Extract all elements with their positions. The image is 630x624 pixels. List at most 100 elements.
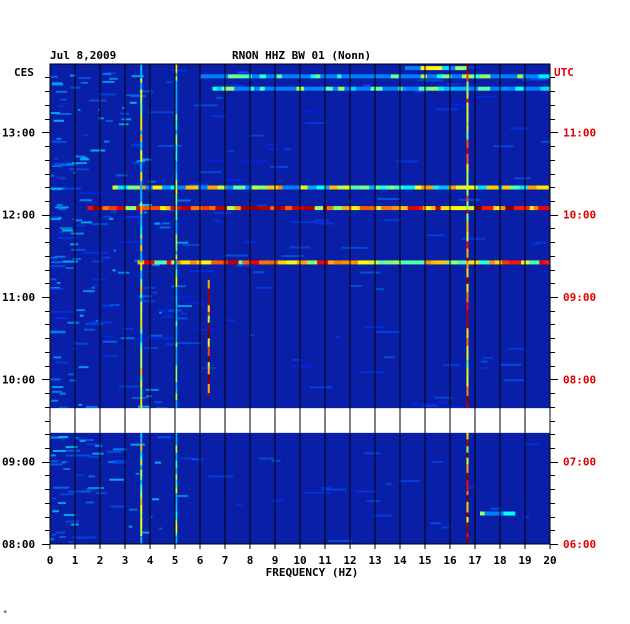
noise-streak [53,486,69,489]
noise-streak [226,319,236,322]
noise-streak [102,215,112,218]
event-band-segment [291,206,305,211]
noise-streak [157,309,174,312]
event-line-segment [466,301,469,311]
noise-streak [88,321,113,324]
event-line-segment [140,517,143,527]
event-line-segment [140,107,143,115]
noise-streak [255,286,273,289]
noise-streak [80,81,89,84]
noise-streak [72,257,81,260]
x-axis-title: FREQUENCY (HZ) [266,566,359,579]
noise-streak [159,226,171,229]
x-tick-label: 4 [147,554,154,567]
noise-streak [458,198,481,201]
event-line-segment [466,124,469,131]
event-line-segment [175,193,178,204]
noise-streak [140,158,152,161]
event-band-segment [299,74,312,79]
event-band-segment [502,86,509,91]
left-tick-label: 12:00 [2,209,35,222]
noise-streak [63,468,71,471]
event-band-segment [474,206,483,211]
event-band-segment [258,206,271,211]
event-line-segment [466,457,469,465]
event-line-segment [140,497,143,506]
noise-streak [76,224,87,227]
event-line-segment [175,254,178,259]
event-line-segment [466,291,469,303]
noise-streak [90,149,106,152]
noise-streak [85,501,94,504]
noise-streak [56,281,61,284]
event-band-segment [499,74,507,79]
noise-streak [438,401,448,404]
event-band-segment [361,74,371,79]
event-band-segment [307,185,318,190]
event-band-segment [166,260,172,265]
noise-streak [80,221,93,224]
noise-streak [235,264,251,267]
event-band-segment [338,86,345,91]
event-band-segment [529,206,535,211]
event-band-segment [108,206,118,211]
noise-streak [270,165,289,168]
noise-streak [76,309,86,312]
event-band-segment [277,260,287,265]
chart-title: RNON HHZ BW 01 (Nonn) [232,49,371,62]
noise-streak [522,516,530,519]
event-line-segment [466,490,469,496]
event-band-segment [456,185,466,190]
noise-streak [59,227,73,230]
noise-streak [98,117,104,120]
noise-streak [540,140,550,143]
noise-streak [58,406,62,409]
noise-streak [78,108,81,111]
noise-streak [112,269,116,272]
event-line-segment [175,225,178,235]
event-band-segment [498,185,503,190]
event-line-segment [175,286,178,296]
noise-streak [211,115,227,118]
event-line-segment [207,355,210,363]
event-band-segment [423,206,432,211]
event-line-segment [175,76,178,81]
event-line-segment [140,254,143,263]
event-line-segment [175,531,178,536]
event-band-segment [328,260,335,265]
event-band-segment [477,185,487,190]
event-line-segment [466,247,469,258]
noise-streak [56,204,63,207]
x-tick-label: 0 [47,554,54,567]
noise-streak [147,111,174,114]
event-line-segment [140,201,143,206]
event-band-segment [533,206,539,211]
noise-streak [180,312,187,315]
event-band-segment [333,206,343,211]
noise-streak [374,330,401,333]
event-line-segment [207,311,210,316]
event-band-segment [352,74,363,79]
event-band-segment [413,86,420,91]
noise-streak [79,199,92,202]
event-line-segment [175,460,178,468]
event-band-segment [529,260,540,265]
event-band-segment [491,511,505,516]
event-line-segment [175,519,178,524]
noise-streak [162,222,170,225]
event-band-segment [431,66,443,71]
plot-area [50,64,550,544]
event-band-segment [391,206,401,211]
event-line-segment [175,250,178,255]
noise-streak [83,328,96,331]
noise-streak [225,254,248,257]
event-line-segment [175,492,178,503]
event-band-segment [264,86,277,91]
noise-streak [363,452,381,455]
x-tick-label: 20 [543,554,556,567]
event-line-segment [466,120,469,126]
event-line-segment [140,114,143,125]
event-band-segment [226,206,236,211]
event-line-segment [466,194,469,202]
event-line-segment [466,102,469,108]
